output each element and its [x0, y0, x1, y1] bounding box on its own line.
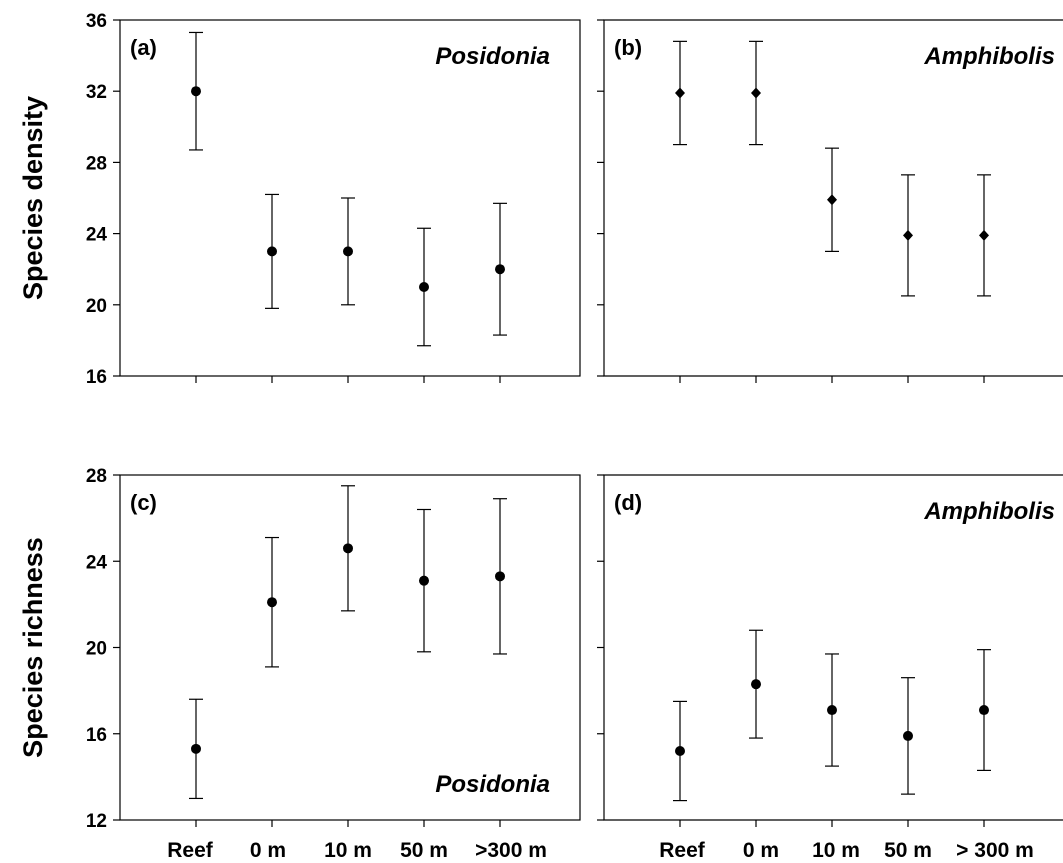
data-point	[419, 282, 429, 292]
data-point	[343, 543, 353, 554]
data-point	[979, 705, 989, 716]
y-tick-label: 28	[86, 466, 107, 487]
panel-a: 16 20 24 28 32 36 (a) Posidonia Species density	[18, 11, 581, 388]
y-axis-label: Species richness	[18, 537, 48, 758]
data-point	[267, 246, 277, 257]
panel-d: Reef 0 m 10 m 50 m > 300 m (d) Amphibolis	[597, 474, 1063, 862]
x-tick-label: >300 m	[475, 839, 547, 862]
data-point	[903, 730, 913, 741]
x-tick-label: 50 m	[400, 839, 448, 862]
data-point	[675, 746, 685, 756]
y-tick-label: 20	[86, 639, 107, 660]
panel-label: (b)	[614, 35, 642, 60]
x-tick-label: 0 m	[250, 839, 286, 862]
y-tick-label: 36	[86, 11, 107, 32]
y-tick-label: 20	[86, 296, 107, 317]
y-tick-label: 12	[86, 811, 107, 832]
data-point	[419, 575, 429, 586]
x-tick-label: Reef	[659, 839, 706, 862]
data-point	[979, 229, 989, 241]
plot-frame	[119, 19, 581, 377]
y-axis-label: Species density	[18, 96, 48, 300]
data-point	[827, 705, 837, 716]
y-tick-label: 28	[86, 153, 107, 174]
data-point	[191, 743, 201, 754]
series-label: Amphibolis	[923, 498, 1055, 525]
series-label: Amphibolis	[923, 43, 1055, 70]
y-tick-label: 16	[86, 725, 107, 746]
data-point	[495, 264, 505, 275]
y-tick-label: 16	[86, 367, 107, 388]
data-point	[751, 679, 761, 690]
x-tick-label: Reef	[167, 839, 214, 862]
series-label: Posidonia	[435, 43, 550, 70]
y-tick-label: 24	[86, 225, 108, 246]
y-tick-label: 32	[86, 82, 107, 103]
data-point	[191, 86, 201, 97]
panel-label: (c)	[130, 490, 157, 515]
data-point	[267, 597, 277, 608]
x-tick-label: 10 m	[324, 839, 372, 862]
data-point	[827, 194, 837, 206]
plot-frame	[119, 474, 581, 821]
plot-frame	[603, 474, 1063, 821]
data-point	[751, 87, 761, 99]
panel-c: 12 16 20 24 28 Reef 0 m 10 m 50 m >300 m (c) Posido…	[18, 466, 581, 862]
x-tick-label: 50 m	[884, 839, 932, 862]
data-point	[903, 229, 913, 241]
plot-frame	[603, 19, 1063, 377]
series-label: Posidonia	[435, 771, 550, 798]
panel-label: (d)	[614, 490, 642, 515]
y-tick-label: 24	[86, 552, 108, 573]
x-tick-label: 0 m	[743, 839, 779, 862]
panel-label: (a)	[130, 35, 157, 60]
x-tick-label: > 300 m	[956, 839, 1034, 862]
x-tick-label: 10 m	[812, 839, 860, 862]
data-point	[675, 87, 685, 99]
data-point	[495, 571, 505, 582]
panel-b: (b) Amphibolis	[597, 19, 1063, 383]
data-point	[343, 246, 353, 257]
